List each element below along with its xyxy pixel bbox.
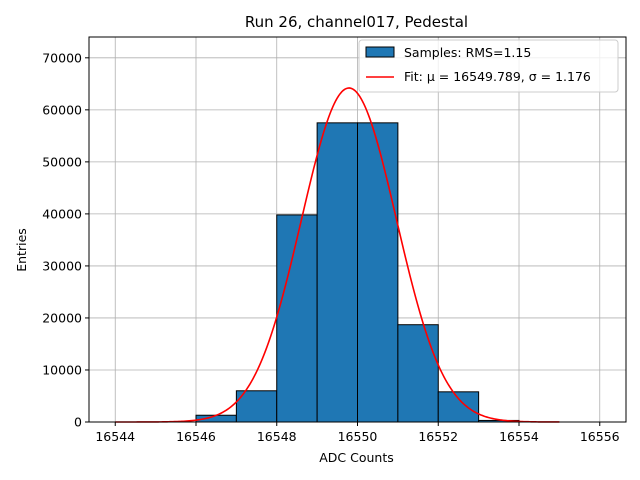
- y-tick-label: 20000: [42, 310, 82, 325]
- histogram-bar: [357, 122, 399, 423]
- y-tick-label: 50000: [42, 154, 82, 169]
- x-tick-label: 16544: [95, 429, 135, 444]
- legend-fit-label: Fit: μ = 16549.789, σ = 1.176: [404, 69, 591, 84]
- y-tick-label: 40000: [42, 206, 82, 221]
- x-axis-ticks: 16544 16546 16548 16550 16552 16554 16556: [95, 422, 620, 444]
- chart-title: Run 26, channel017, Pedestal: [245, 13, 468, 31]
- histogram-bar: [316, 122, 358, 423]
- x-tick-label: 16554: [499, 429, 539, 444]
- legend-samples-swatch: [365, 46, 395, 58]
- fit-curve: [115, 87, 560, 423]
- y-axis-ticks: 0 10000 20000 30000 40000 50000 60000 70000: [42, 50, 89, 430]
- x-tick-label: 16546: [176, 429, 216, 444]
- y-tick-label: 30000: [42, 258, 82, 273]
- x-tick-label: 16556: [580, 429, 620, 444]
- y-tick-label: 10000: [42, 362, 82, 377]
- x-tick-label: 16550: [338, 429, 378, 444]
- y-axis-label: Entries: [14, 228, 29, 272]
- x-tick-label: 16552: [418, 429, 458, 444]
- y-tick-label: 60000: [42, 102, 82, 117]
- y-tick-label: 70000: [42, 50, 82, 65]
- y-tick-label: 0: [74, 415, 82, 430]
- histogram-bar: [276, 214, 318, 423]
- histogram-bar: [397, 324, 439, 423]
- x-axis-label: ADC Counts: [319, 450, 394, 465]
- x-tick-label: 16548: [257, 429, 297, 444]
- legend: Samples: RMS=1.15 Fit: μ = 16549.789, σ …: [358, 39, 619, 93]
- legend-samples-label: Samples: RMS=1.15: [404, 45, 531, 60]
- histogram-bar: [437, 391, 480, 423]
- histogram-bars: [195, 122, 520, 423]
- legend-box: [358, 39, 619, 93]
